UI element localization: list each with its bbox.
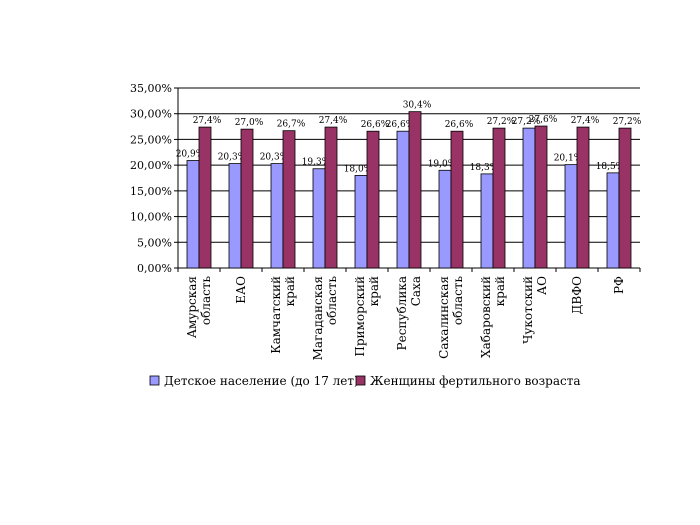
bar-children (270, 163, 284, 269)
x-category-label: ЕАО (234, 276, 248, 304)
legend-label: Женщины фертильного возраста (370, 374, 581, 388)
x-category-label: ДВФО (570, 276, 584, 315)
x-category-label: АО (535, 276, 549, 295)
x-category-label: Приморский (353, 276, 367, 357)
x-category-label: область (451, 276, 465, 326)
legend-swatch-women (355, 375, 366, 386)
y-tick-label: 30,00% (130, 108, 172, 121)
bar-children (312, 168, 326, 269)
x-category-label: область (199, 276, 213, 326)
data-label: 27,2% (613, 117, 642, 127)
x-category-label: Магаданская (311, 276, 325, 360)
bar-women (576, 126, 590, 269)
data-label: 27,0% (235, 118, 264, 128)
data-label: 27,2% (512, 117, 541, 127)
data-label: 19,0% (428, 159, 457, 169)
y-tick-label: 5,00% (137, 236, 172, 249)
x-category-label: область (325, 276, 339, 326)
bar-women (618, 127, 632, 269)
bar-women (198, 126, 212, 269)
x-category-label: РФ (612, 276, 626, 294)
x-category-label: Чукотский (521, 276, 535, 344)
bar-women (366, 130, 380, 269)
bar-children (186, 160, 200, 269)
x-category-label: Камчатский (269, 276, 283, 354)
data-label: 26,6% (361, 120, 390, 130)
bar-women (408, 111, 422, 269)
y-tick-label: 25,00% (130, 133, 172, 146)
data-label: 20,3% (260, 153, 289, 163)
y-tick-label: 15,00% (130, 185, 172, 198)
bar-children (606, 172, 620, 269)
data-label: 18,5% (596, 162, 625, 172)
data-label: 30,4% (403, 101, 432, 111)
x-category-label: край (367, 276, 381, 306)
data-label: 20,1% (554, 154, 583, 164)
x-category-label: край (493, 276, 507, 306)
data-label: 26,6% (445, 120, 474, 130)
y-tick-label: 35,00% (130, 82, 172, 95)
bar-children (522, 127, 536, 269)
bar-women (450, 130, 464, 269)
data-label: 20,9% (176, 150, 205, 160)
bar-women (534, 125, 548, 269)
data-label: 26,6% (386, 120, 415, 130)
data-label: 20,3% (218, 153, 247, 163)
bar-women (492, 127, 506, 269)
bar-children (396, 130, 410, 269)
x-category-label: Сахалинская (437, 276, 451, 359)
bar-children (438, 169, 452, 269)
bar-women (240, 128, 254, 269)
data-label: 19,3% (302, 158, 331, 168)
x-category-label: Амурская (185, 276, 199, 338)
data-label: 27,6% (529, 115, 558, 125)
bar-women (324, 126, 338, 269)
legend-label: Детское население (до 17 лет) (164, 374, 359, 388)
bar-children (480, 173, 494, 269)
data-label: 27,2% (487, 117, 516, 127)
data-label: 27,4% (571, 116, 600, 126)
x-category-label: Саха (409, 276, 423, 306)
x-category-label: край (283, 276, 297, 306)
y-tick-label: 0,00% (137, 262, 172, 275)
data-label: 18,0% (344, 164, 373, 174)
bar-women (282, 130, 296, 269)
y-tick-label: 20,00% (130, 159, 172, 172)
x-category-label: Республика (395, 276, 409, 350)
data-label: 18,3% (470, 163, 499, 173)
bar-children (564, 164, 578, 269)
legend-swatch-children (149, 375, 160, 386)
x-category-label: Хабаровский (479, 276, 493, 358)
data-label: 26,7% (277, 120, 306, 130)
bar-children (228, 163, 242, 269)
data-label: 27,4% (193, 116, 222, 126)
y-tick-label: 10,00% (130, 211, 172, 224)
data-label: 27,4% (319, 116, 348, 126)
bar-children (354, 175, 368, 269)
